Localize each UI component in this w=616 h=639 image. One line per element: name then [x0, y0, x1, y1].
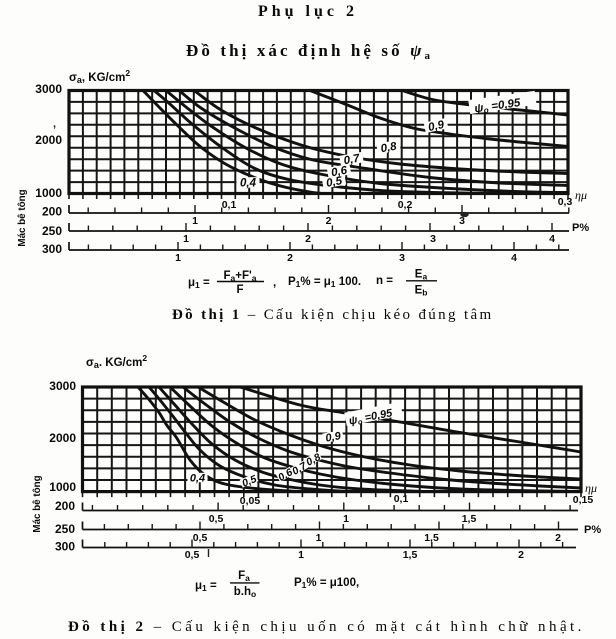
svg-text:,: , — [53, 118, 56, 130]
svg-text:2: 2 — [305, 233, 311, 245]
svg-text:0,5: 0,5 — [185, 549, 200, 561]
svg-text:n =: n = — [376, 275, 393, 287]
svg-text:σa. KG/cm2: σa. KG/cm2 — [86, 353, 147, 370]
svg-text:300: 300 — [42, 242, 62, 256]
svg-text:0,4: 0,4 — [190, 473, 205, 485]
svg-text:0,6: 0,6 — [330, 165, 348, 180]
svg-text:1,5: 1,5 — [403, 549, 418, 561]
svg-text:0,4: 0,4 — [240, 178, 257, 190]
svg-text:1,5: 1,5 — [462, 513, 477, 525]
svg-text:0,5: 0,5 — [193, 532, 208, 544]
svg-text:0,2: 0,2 — [398, 199, 413, 211]
svg-text:P1% = μ1 100.: P1% = μ1 100. — [288, 276, 361, 289]
svg-text:1: 1 — [343, 513, 349, 525]
svg-text:0,9: 0,9 — [427, 119, 446, 134]
svg-text:1: 1 — [298, 549, 304, 561]
svg-text:,: , — [273, 277, 276, 289]
svg-text:0,3: 0,3 — [558, 196, 573, 208]
svg-text:1: 1 — [175, 252, 181, 264]
svg-text:Đồ thị xác định hệ số ψa: Đồ thị xác định hệ số ψa — [186, 41, 433, 62]
svg-text:Ea: Ea — [415, 269, 428, 282]
svg-text:0,1: 0,1 — [394, 493, 409, 505]
svg-text:0,5: 0,5 — [325, 175, 343, 190]
svg-text:3000: 3000 — [35, 82, 62, 96]
svg-text:Mác bê tông: Mác bê tông — [17, 189, 28, 246]
svg-text:Fa: Fa — [238, 570, 250, 583]
svg-text:2: 2 — [287, 252, 293, 264]
svg-text:2: 2 — [555, 532, 561, 544]
svg-text:F: F — [236, 284, 243, 296]
svg-text:Phụ lục 2: Phụ lục 2 — [258, 3, 358, 20]
svg-text:3: 3 — [430, 233, 436, 245]
svg-text:P%: P% — [572, 222, 589, 234]
svg-text:1000: 1000 — [35, 186, 62, 200]
svg-text:μ1 =: μ1 = — [188, 277, 210, 290]
svg-text:3000: 3000 — [49, 379, 76, 393]
svg-text:2000: 2000 — [49, 431, 76, 445]
svg-text:2: 2 — [518, 549, 524, 561]
svg-text:Fa+F'a: Fa+F'a — [224, 270, 257, 283]
svg-text:σa, KG/cm2: σa, KG/cm2 — [69, 68, 130, 85]
svg-text:1000: 1000 — [49, 480, 76, 494]
svg-text:0,7: 0,7 — [343, 153, 361, 168]
svg-text:ημ: ημ — [585, 481, 597, 495]
svg-text:ημ: ημ — [575, 188, 587, 202]
svg-text:Đồ thị 1 – Cấu kiện chịu kéo đ: Đồ thị 1 – Cấu kiện chịu kéo đúng tâm — [172, 307, 494, 323]
svg-text:b.ho: b.ho — [234, 586, 256, 599]
svg-text:4: 4 — [511, 252, 517, 264]
svg-text:3: 3 — [399, 252, 405, 264]
svg-text:1: 1 — [183, 233, 189, 245]
svg-text:P1% = μ100,: P1% = μ100, — [294, 577, 359, 590]
svg-text:250: 250 — [42, 224, 62, 238]
svg-text:Đồ thị 2 – Cấu kiện chịu uốn c: Đồ thị 2 – Cấu kiện chịu uốn có mặt cát … — [68, 619, 585, 635]
svg-text:μ1 =: μ1 = — [195, 580, 217, 593]
svg-text:0,8: 0,8 — [380, 141, 398, 156]
svg-text:200: 200 — [55, 499, 75, 513]
svg-text:1: 1 — [316, 532, 322, 544]
svg-text:P%: P% — [584, 524, 601, 536]
svg-text:0,15: 0,15 — [573, 494, 594, 506]
svg-text:3: 3 — [459, 215, 465, 227]
svg-text:0,5: 0,5 — [209, 513, 224, 525]
svg-text:2: 2 — [326, 215, 332, 227]
svg-text:0,9: 0,9 — [325, 430, 343, 445]
svg-text:1,5: 1,5 — [424, 532, 439, 544]
svg-text:200: 200 — [42, 205, 62, 219]
svg-text:4: 4 — [549, 233, 555, 245]
svg-text:250: 250 — [55, 522, 75, 536]
svg-text:Mác bê tông: Mác bê tông — [32, 475, 43, 532]
svg-text:2000: 2000 — [35, 133, 62, 147]
svg-text:0,05: 0,05 — [240, 495, 261, 507]
svg-text:300: 300 — [55, 540, 75, 554]
svg-text:1: 1 — [192, 215, 198, 227]
svg-text:0,1: 0,1 — [222, 199, 237, 211]
svg-text:Eb: Eb — [415, 285, 428, 298]
svg-text:0,5: 0,5 — [240, 473, 258, 490]
